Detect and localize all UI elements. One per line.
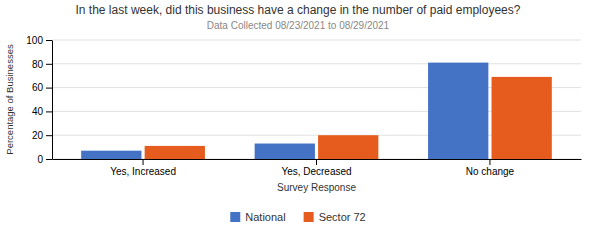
legend-item: National	[230, 211, 285, 223]
y-tick: 40	[32, 106, 52, 117]
y-axis-title: Percentage of Businesses	[4, 44, 15, 155]
bar	[428, 63, 488, 159]
x-tick-label: No change	[466, 166, 515, 177]
y-tick-label: 100	[26, 35, 43, 46]
y-tick-mark	[46, 135, 52, 136]
bar	[255, 144, 315, 159]
legend: National Sector 72	[230, 211, 365, 223]
subtitle: Data Collected 08/23/2021 to 08/29/2021	[207, 20, 390, 31]
bar	[492, 77, 552, 159]
title: In the last week, did this business have…	[76, 3, 521, 17]
x-tick-mark	[316, 159, 317, 165]
x-axis-title: Survey Response	[277, 182, 356, 193]
y-axis: 0 20 40 60 80 100	[26, 35, 52, 165]
y-tick-label: 60	[32, 82, 44, 93]
legend-swatch	[230, 212, 240, 222]
bar	[81, 151, 141, 159]
x-tick-mark	[143, 159, 144, 165]
bars	[81, 63, 552, 159]
legend-swatch	[304, 212, 314, 222]
legend-label: National	[245, 211, 285, 223]
y-tick: 60	[32, 82, 52, 93]
y-tick-label: 20	[32, 130, 44, 141]
x-tick: Yes, Decreased	[281, 159, 351, 177]
y-axis-line	[52, 41, 53, 160]
bar-series	[81, 63, 488, 159]
grid-line	[52, 40, 581, 41]
bar	[318, 135, 378, 159]
x-axis: Yes, Increased Yes, Decreased No change	[53, 159, 582, 177]
x-tick-label: Yes, Decreased	[281, 166, 351, 177]
y-tick-label: 0	[37, 154, 43, 165]
y-tick: 100	[26, 35, 52, 46]
x-tick: Yes, Increased	[110, 159, 176, 177]
y-tick: 80	[32, 59, 52, 70]
y-tick-mark	[46, 88, 52, 89]
x-tick: No change	[466, 159, 515, 177]
y-tick-mark	[46, 64, 52, 65]
bar-series	[145, 77, 552, 159]
y-tick-label: 40	[32, 106, 44, 117]
legend-item: Sector 72	[304, 211, 366, 223]
y-tick: 0	[37, 154, 52, 165]
grid-line	[52, 63, 581, 64]
x-tick-label: Yes, Increased	[110, 166, 176, 177]
legend-label: Sector 72	[319, 211, 366, 223]
y-tick-mark	[46, 40, 52, 41]
y-tick-mark	[46, 159, 52, 160]
bar	[145, 146, 205, 159]
x-tick-mark	[489, 159, 490, 165]
chart: In the last week, did this business have…	[0, 0, 596, 231]
y-tick-label: 80	[32, 59, 44, 70]
y-tick: 20	[32, 130, 52, 141]
y-tick-mark	[46, 111, 52, 112]
grid	[52, 40, 581, 159]
